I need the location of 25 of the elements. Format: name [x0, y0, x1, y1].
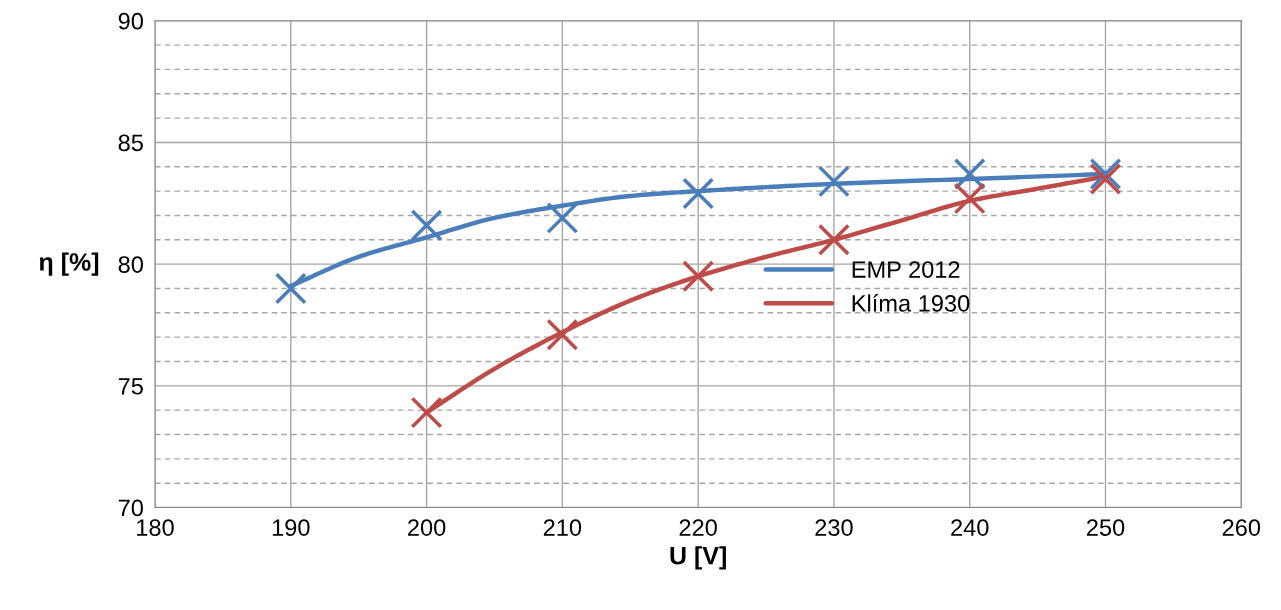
y-axis-title: η [%]	[39, 252, 99, 276]
y-tick-label: 80	[118, 256, 143, 273]
x-tick-label: 250	[1087, 519, 1125, 536]
point	[546, 201, 579, 234]
y-tick-label: 85	[118, 134, 143, 152]
x-tick-label: 200	[408, 519, 446, 536]
x-tick-label: 210	[543, 519, 582, 536]
legend-label: Klíma 1930	[852, 294, 970, 312]
x-tick-label: 260	[1222, 519, 1261, 536]
y-tick-label: 70	[118, 499, 143, 517]
y-tick-label: 90	[118, 12, 143, 30]
point	[274, 272, 307, 305]
point	[682, 177, 715, 210]
y-tick-label: 75	[118, 378, 143, 395]
x-tick-label: 230	[815, 519, 853, 536]
x-tick-label: 240	[951, 519, 989, 536]
legend-label: EMP 2012	[852, 261, 960, 278]
x-axis-title: U [V]	[670, 546, 726, 570]
point	[817, 165, 850, 198]
point	[546, 318, 579, 351]
point	[953, 182, 986, 215]
x-tick-label: 190	[272, 519, 310, 536]
x-tick-label: 180	[137, 519, 174, 536]
point	[410, 209, 443, 242]
x-tick-label: 220	[679, 519, 717, 536]
